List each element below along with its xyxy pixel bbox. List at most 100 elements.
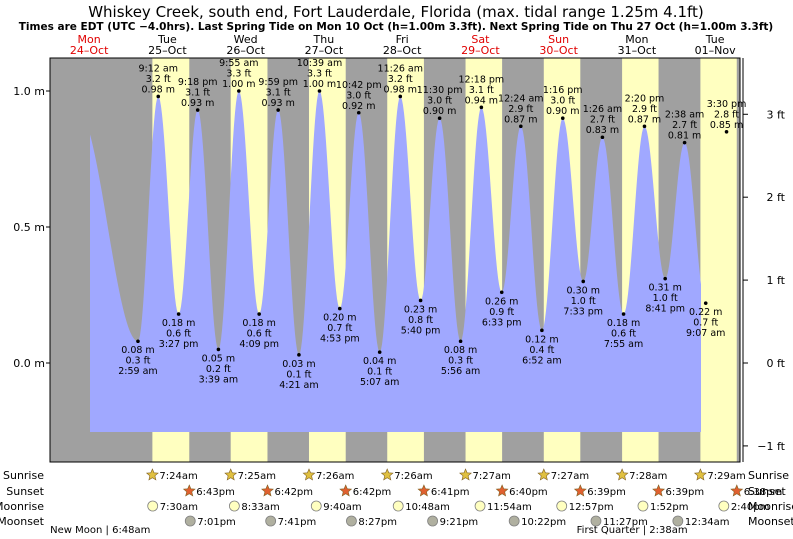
moonrise-icon	[637, 500, 649, 512]
low-tide-label: 0.26 m0.9 ft6:33 pm	[482, 296, 522, 328]
day-date-label: 24–Oct	[70, 44, 109, 57]
low-tide-marker	[136, 339, 140, 344]
y-tick-label-right: −1 ft	[757, 440, 785, 453]
high-tide-marker	[724, 130, 729, 134]
tide-label-line: 2:59 am	[118, 366, 157, 377]
sunset-time: 6:40pm	[509, 487, 548, 498]
y-tick-label-right: 1 ft	[767, 274, 786, 287]
sunrise-icon	[224, 468, 238, 481]
tide-label-line: 0.87 m	[504, 114, 537, 125]
high-tide-label: 10:42 pm3.0 ft0.92 m	[336, 80, 382, 112]
tide-label-line: 0.26 m	[485, 296, 518, 307]
tide-label-line: 0.85 m	[710, 120, 743, 131]
tide-label-line: 0.23 m	[404, 304, 437, 315]
tide-label-line: 3.1 ft	[469, 85, 494, 96]
sunrise-time: 7:28am	[629, 471, 667, 482]
y-tick-label-left: 0.5 m	[13, 221, 45, 234]
day-date-label: 30–Oct	[539, 44, 578, 57]
high-tide-label: 9:59 pm3.1 ft0.93 m	[258, 77, 298, 109]
tide-label-line: 3.1 ft	[185, 88, 210, 99]
low-tide-marker	[337, 306, 342, 311]
tide-label-line: 0.3 ft	[125, 356, 150, 367]
day-date-label: 27–Oct	[305, 44, 344, 57]
sunset-icon	[339, 484, 353, 497]
tide-label-line: 4:09 pm	[239, 339, 279, 350]
high-tide-label: 11:26 am3.2 ft0.98 m	[378, 63, 423, 95]
sunrise-icon	[537, 468, 551, 481]
moonset-time: 9:21pm	[440, 517, 479, 528]
tide-label-line: 1:16 pm	[543, 85, 583, 96]
day-name-label: Fri	[396, 33, 409, 46]
tide-label-line: 0.4 ft	[529, 345, 554, 356]
moonrise-icon	[474, 500, 486, 512]
y-tick-label-right: 3 ft	[767, 108, 786, 121]
tide-label-line: 0.31 m	[648, 283, 681, 294]
moonset-time: 8:27pm	[358, 517, 397, 528]
tide-area	[90, 91, 701, 432]
tide-label-line: 1.00 m	[303, 79, 336, 90]
high-tide-label: 9:18 pm3.1 ft0.93 m	[178, 77, 218, 109]
tide-label-line: 0.83 m	[586, 125, 619, 136]
moonrise-icon	[718, 500, 730, 512]
low-tide-label: 0.04 m0.1 ft5:07 am	[360, 356, 399, 388]
low-tide-marker	[418, 298, 423, 303]
moonrise-time: 10:48am	[405, 502, 450, 513]
tide-label-line: 12:18 pm	[459, 74, 505, 85]
tide-label-line: 12:24 am	[498, 93, 543, 104]
astro-row-label-right: Moonrise	[748, 500, 793, 513]
day-date-label: 25–Oct	[148, 44, 187, 57]
low-tide-marker	[257, 312, 261, 316]
high-tide-label: 1:16 pm3.0 ft0.90 m	[543, 85, 583, 117]
moonrise-time: 11:54am	[487, 502, 532, 513]
high-tide-marker	[237, 89, 241, 93]
sunset-time: 6:43pm	[196, 487, 235, 498]
high-tide-marker	[560, 116, 565, 120]
tide-label-line: 0.90 m	[423, 106, 456, 117]
day-name-label: Tue	[705, 33, 725, 46]
moonset-time: 7:01pm	[197, 517, 236, 528]
tide-label-line: 0.90 m	[546, 106, 579, 117]
tide-label-line: 0.18 m	[242, 318, 275, 329]
daylight-band	[700, 58, 737, 462]
sunrise-time: 7:29am	[707, 471, 745, 482]
low-tide-label: 0.18 m0.6 ft7:55 am	[604, 318, 643, 350]
astro-row-label-right: Moonset	[748, 515, 793, 528]
tide-label-line: 1.00 m	[222, 79, 255, 90]
sunset-icon	[730, 484, 744, 497]
y-tick-label-left: 1.0 m	[13, 85, 45, 98]
chart-title: Whiskey Creek, south end, Fort Lauderdal…	[88, 3, 704, 21]
moonrise-icon	[310, 500, 322, 512]
moonset-time: 11:27pm	[603, 517, 648, 528]
tide-label-line: 0.6 ft	[166, 329, 191, 340]
high-tide-label: 2:20 pm2.9 ft0.87 m	[625, 93, 665, 125]
tide-label-line: 0.1 ft	[367, 367, 392, 378]
moonrise-time: 1:52pm	[650, 502, 689, 513]
tide-label-line: 2:38 am	[665, 110, 704, 121]
moonset-time: 10:22pm	[521, 517, 566, 528]
day-name-label: Tue	[157, 33, 177, 46]
moonrise-time: 12:57pm	[569, 502, 614, 513]
tide-label-line: 9:07 am	[686, 328, 725, 339]
high-tide-label: 1:26 am2.7 ft0.83 m	[583, 104, 622, 136]
tide-label-line: 3:39 am	[199, 374, 238, 385]
sunrise-icon	[615, 468, 629, 481]
tide-label-line: 0.08 m	[121, 345, 154, 356]
tide-label-line: 0.2 ft	[206, 364, 231, 375]
sunset-time: 6:39pm	[666, 487, 705, 498]
day-date-label: 31–Oct	[618, 44, 657, 57]
tide-label-line: 0.92 m	[342, 101, 375, 112]
tide-label-line: 0.87 m	[628, 114, 661, 125]
tide-label-line: 3.0 ft	[550, 96, 575, 107]
low-tide-label: 0.08 m0.3 ft5:56 am	[441, 345, 480, 377]
tide-label-line: 0.94 m	[465, 95, 498, 106]
y-tick-label-right: 2 ft	[767, 191, 786, 204]
high-tide-marker	[682, 140, 687, 145]
low-tide-label: 0.18 m0.6 ft4:09 pm	[239, 318, 279, 350]
tide-label-line: 9:12 am	[139, 63, 178, 74]
high-tide-label: 11:30 pm3.0 ft0.90 m	[417, 85, 463, 117]
y-tick-label-right: 0 ft	[767, 357, 786, 370]
tide-label-line: 0.30 m	[567, 285, 600, 296]
moonrise-time: 2:40pm	[731, 502, 770, 513]
low-tide-label: 0.20 m0.7 ft4:53 pm	[320, 313, 360, 345]
